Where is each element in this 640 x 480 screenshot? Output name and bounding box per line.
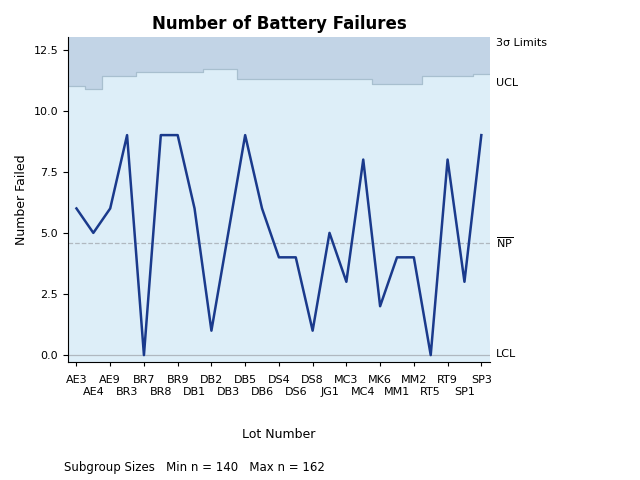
Text: LCL: LCL <box>496 349 516 359</box>
Y-axis label: Number Failed: Number Failed <box>15 155 28 245</box>
Text: $\overline{\mathregular{NP}}$: $\overline{\mathregular{NP}}$ <box>496 235 513 250</box>
Text: 3σ Limits: 3σ Limits <box>496 38 547 48</box>
Text: Subgroup Sizes   Min n = 140   Max n = 162: Subgroup Sizes Min n = 140 Max n = 162 <box>64 461 325 474</box>
Text: UCL: UCL <box>496 78 518 87</box>
Title: Number of Battery Failures: Number of Battery Failures <box>152 15 406 33</box>
X-axis label: Lot Number: Lot Number <box>242 428 316 441</box>
